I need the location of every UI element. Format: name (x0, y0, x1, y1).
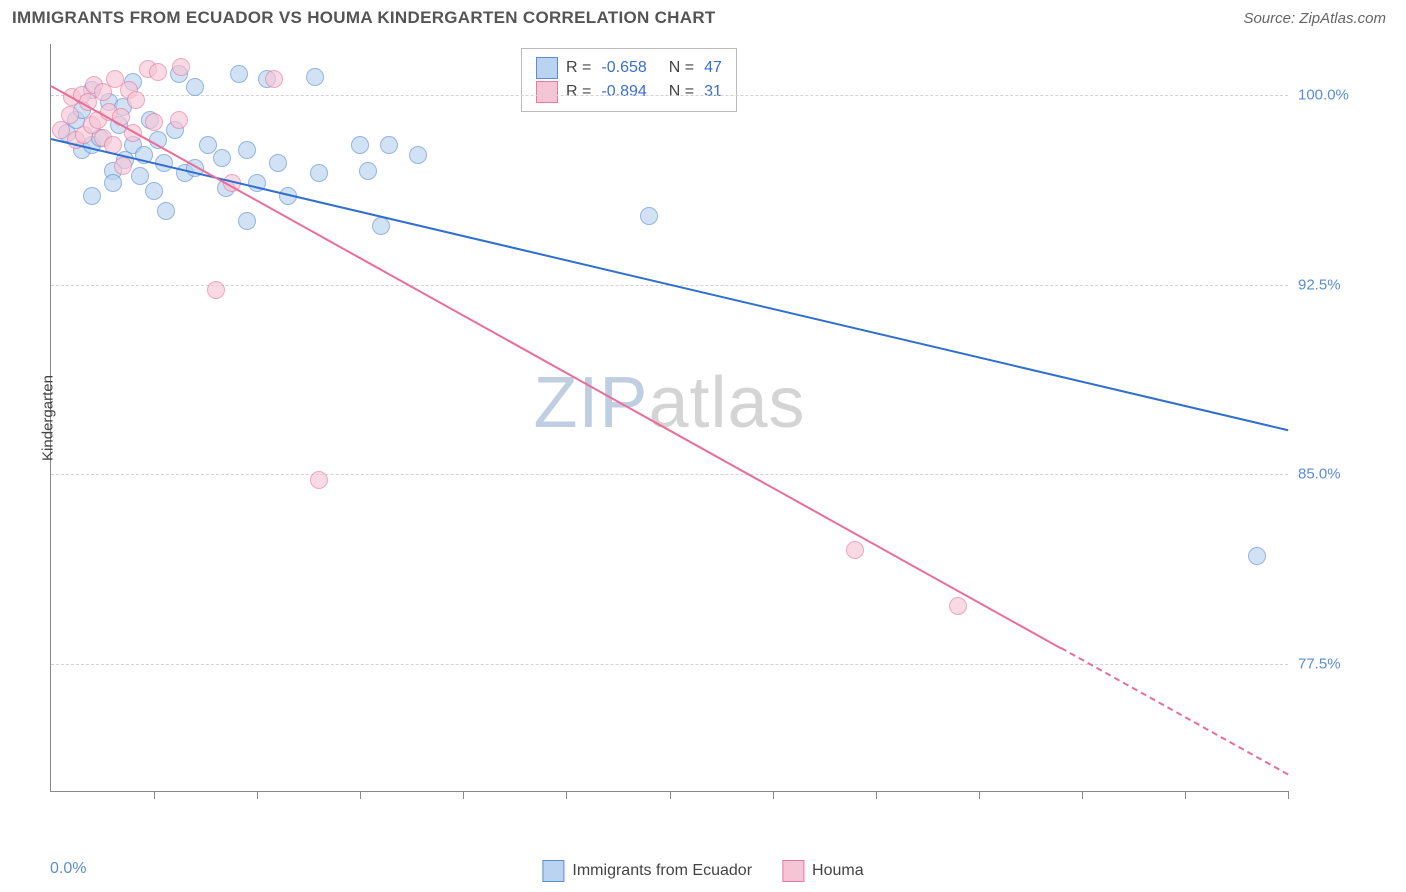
legend-item: Houma (782, 860, 864, 882)
x-tick (1288, 791, 1289, 799)
data-point (949, 597, 967, 615)
data-point (230, 65, 248, 83)
legend-row: R = -0.894 N = 31 (536, 81, 722, 103)
header: IMMIGRANTS FROM ECUADOR VS HOUMA KINDERG… (0, 0, 1406, 36)
y-tick-label: 100.0% (1298, 86, 1378, 103)
data-point (409, 146, 427, 164)
data-point (145, 182, 163, 200)
x-tick (670, 791, 671, 799)
data-point (372, 217, 390, 235)
data-point (238, 212, 256, 230)
data-point (145, 113, 163, 131)
legend-swatch (536, 57, 558, 79)
x-tick (979, 791, 980, 799)
legend-item: Immigrants from Ecuador (542, 860, 752, 882)
data-point (640, 207, 658, 225)
data-point (170, 111, 188, 129)
data-point (186, 78, 204, 96)
data-point (157, 202, 175, 220)
trend-line (51, 85, 1062, 649)
data-point (306, 68, 324, 86)
data-point (104, 174, 122, 192)
series-legend: Immigrants from Ecuador Houma (542, 860, 863, 882)
y-tick-label: 77.5% (1298, 656, 1378, 673)
data-point (359, 162, 377, 180)
n-value: 47 (704, 59, 722, 77)
data-point (131, 167, 149, 185)
x-tick (257, 791, 258, 799)
source-label: Source: ZipAtlas.com (1243, 10, 1386, 27)
x-tick (463, 791, 464, 799)
x-tick (1082, 791, 1083, 799)
legend-swatch (542, 860, 564, 882)
legend-row: R = -0.658 N = 47 (536, 57, 722, 79)
x-tick (154, 791, 155, 799)
data-point (83, 187, 101, 205)
data-point (61, 106, 79, 124)
x-tick (773, 791, 774, 799)
legend-label: Immigrants from Ecuador (572, 862, 752, 880)
data-point (846, 541, 864, 559)
data-point (310, 164, 328, 182)
n-value: 31 (704, 83, 722, 101)
data-point (213, 149, 231, 167)
x-tick (1185, 791, 1186, 799)
x-tick (566, 791, 567, 799)
watermark-prefix: ZIP (533, 363, 648, 443)
legend-label: Houma (812, 862, 864, 880)
y-tick-label: 85.0% (1298, 466, 1378, 483)
data-point (1248, 547, 1266, 565)
x-tick (876, 791, 877, 799)
n-label: N = (669, 59, 694, 77)
data-point (380, 136, 398, 154)
data-point (127, 91, 145, 109)
trend-line (1061, 647, 1289, 775)
x-axis-min-label: 0.0% (50, 860, 86, 878)
data-point (172, 58, 190, 76)
y-axis-title: Kindergarten (39, 375, 56, 461)
plot-area: Kindergarten ZIPatlas R =-0.658N =47R =-… (50, 44, 1288, 792)
r-label: R = (566, 83, 591, 101)
data-point (310, 471, 328, 489)
data-point (114, 157, 132, 175)
x-tick (360, 791, 361, 799)
data-point (269, 154, 287, 172)
data-point (351, 136, 369, 154)
y-tick-label: 92.5% (1298, 276, 1378, 293)
gridline (51, 474, 1288, 475)
r-label: R = (566, 59, 591, 77)
gridline (51, 664, 1288, 665)
data-point (265, 70, 283, 88)
legend-swatch (536, 81, 558, 103)
chart-container: Kindergarten ZIPatlas R =-0.658N =47R =-… (50, 44, 1388, 822)
data-point (207, 281, 225, 299)
correlation-legend: R = -0.658 N = 47 R = -0.894 N = 31 (521, 48, 737, 112)
n-label: N = (669, 83, 694, 101)
legend-swatch (782, 860, 804, 882)
data-point (238, 141, 256, 159)
gridline (51, 95, 1288, 96)
r-value: -0.658 (601, 59, 646, 77)
data-point (149, 63, 167, 81)
r-value: -0.894 (601, 83, 646, 101)
chart-title: IMMIGRANTS FROM ECUADOR VS HOUMA KINDERG… (12, 8, 716, 28)
